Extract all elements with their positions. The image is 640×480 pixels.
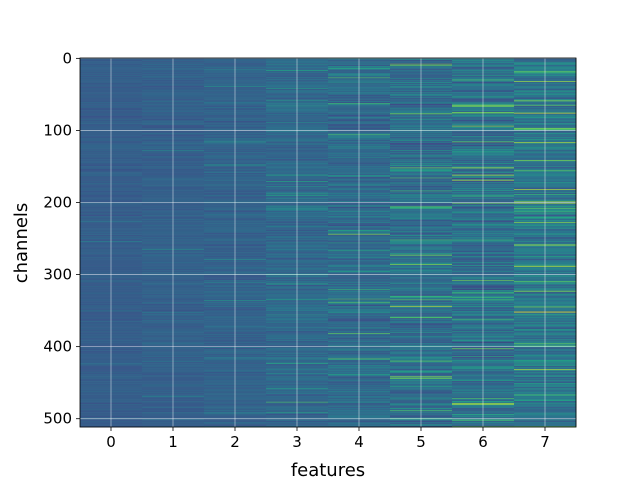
heatmap-cells	[80, 58, 577, 428]
x-tick-label: 1	[168, 433, 178, 451]
y-tick-label: 0	[62, 49, 72, 67]
y-axis-label: channels	[11, 203, 32, 284]
y-axis-ticks: 0 100 200 300 400 500	[43, 49, 80, 428]
x-tick-label: 3	[292, 433, 302, 451]
y-tick-label: 200	[43, 194, 72, 212]
y-tick-label: 300	[43, 266, 72, 284]
x-axis-ticks: 0 1 2 3 4 5 6 7	[106, 427, 550, 451]
x-axis-label: features	[291, 460, 365, 480]
gridlines	[80, 57, 576, 427]
x-tick-label: 4	[354, 433, 364, 451]
y-tick-label: 500	[43, 410, 72, 428]
y-tick-label: 400	[43, 338, 72, 356]
x-tick-label: 2	[230, 433, 240, 451]
x-tick-label: 7	[540, 433, 550, 451]
x-tick-label: 0	[106, 433, 116, 451]
x-tick-label: 6	[478, 433, 488, 451]
plot-frame	[79, 57, 577, 428]
y-tick-label: 100	[43, 121, 72, 139]
x-tick-label: 5	[416, 433, 426, 451]
